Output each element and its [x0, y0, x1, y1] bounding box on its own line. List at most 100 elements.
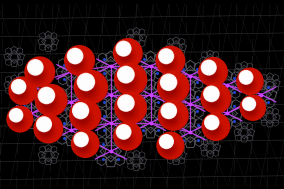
Circle shape	[11, 110, 21, 121]
Circle shape	[81, 139, 83, 141]
Circle shape	[124, 132, 125, 133]
Circle shape	[206, 88, 218, 100]
Circle shape	[40, 89, 53, 102]
Circle shape	[32, 64, 40, 72]
Circle shape	[206, 70, 215, 79]
Circle shape	[159, 134, 184, 159]
Circle shape	[38, 87, 55, 104]
Circle shape	[123, 100, 130, 107]
Circle shape	[126, 103, 128, 105]
Circle shape	[10, 83, 31, 103]
Circle shape	[212, 122, 213, 124]
Circle shape	[120, 68, 132, 81]
Circle shape	[12, 85, 28, 101]
Circle shape	[160, 51, 172, 62]
Circle shape	[122, 47, 126, 52]
Circle shape	[9, 109, 23, 122]
Circle shape	[10, 109, 22, 121]
Circle shape	[239, 70, 263, 94]
Circle shape	[78, 136, 85, 144]
Circle shape	[76, 134, 87, 145]
Circle shape	[26, 63, 48, 85]
Circle shape	[121, 103, 135, 118]
Circle shape	[118, 43, 130, 55]
Circle shape	[38, 87, 67, 116]
Circle shape	[125, 73, 128, 77]
Circle shape	[39, 88, 54, 103]
Circle shape	[67, 48, 95, 75]
Circle shape	[165, 79, 173, 86]
Circle shape	[168, 110, 171, 113]
Circle shape	[243, 75, 249, 81]
Circle shape	[83, 85, 93, 95]
Circle shape	[14, 82, 24, 92]
Circle shape	[14, 118, 22, 125]
Circle shape	[39, 125, 52, 137]
Circle shape	[65, 46, 94, 75]
Circle shape	[208, 67, 211, 70]
Circle shape	[205, 87, 218, 101]
Circle shape	[202, 90, 224, 112]
Circle shape	[119, 49, 132, 62]
Circle shape	[121, 129, 127, 136]
Circle shape	[118, 66, 134, 83]
Circle shape	[202, 66, 219, 83]
Circle shape	[30, 63, 41, 73]
Circle shape	[207, 66, 212, 70]
Circle shape	[78, 74, 94, 90]
Circle shape	[160, 74, 177, 90]
Circle shape	[74, 132, 99, 157]
Circle shape	[118, 66, 147, 95]
Circle shape	[70, 57, 83, 70]
Circle shape	[245, 104, 256, 115]
Circle shape	[204, 86, 219, 101]
Circle shape	[199, 58, 227, 86]
Circle shape	[39, 94, 58, 112]
Circle shape	[163, 105, 175, 117]
Circle shape	[162, 142, 174, 154]
Circle shape	[114, 122, 142, 150]
Circle shape	[164, 106, 174, 116]
Circle shape	[83, 80, 89, 85]
Circle shape	[70, 100, 101, 131]
Circle shape	[75, 133, 87, 146]
Circle shape	[208, 91, 215, 98]
Circle shape	[42, 122, 47, 127]
Circle shape	[164, 78, 174, 87]
Circle shape	[157, 132, 184, 159]
Circle shape	[73, 103, 89, 119]
Circle shape	[40, 120, 49, 129]
Circle shape	[121, 46, 127, 52]
Circle shape	[76, 77, 100, 102]
Circle shape	[14, 87, 26, 99]
Circle shape	[33, 65, 38, 70]
Circle shape	[202, 61, 215, 74]
Circle shape	[80, 139, 83, 142]
Circle shape	[75, 105, 87, 117]
Circle shape	[118, 73, 137, 92]
Circle shape	[41, 96, 55, 110]
Circle shape	[159, 54, 176, 71]
Circle shape	[43, 92, 51, 100]
Circle shape	[120, 128, 128, 136]
Circle shape	[28, 59, 55, 87]
Circle shape	[71, 52, 80, 61]
Circle shape	[34, 66, 37, 70]
Circle shape	[243, 74, 250, 81]
Circle shape	[167, 109, 172, 114]
Circle shape	[209, 96, 218, 105]
Circle shape	[121, 98, 131, 109]
Circle shape	[73, 136, 93, 156]
Circle shape	[248, 103, 251, 106]
Circle shape	[163, 53, 170, 60]
Circle shape	[160, 136, 173, 148]
Circle shape	[124, 72, 129, 78]
Circle shape	[79, 138, 84, 142]
Circle shape	[210, 93, 214, 96]
Circle shape	[118, 126, 130, 138]
Circle shape	[160, 50, 173, 63]
Circle shape	[119, 127, 129, 137]
Circle shape	[123, 48, 125, 50]
Circle shape	[67, 48, 83, 64]
Circle shape	[201, 60, 216, 75]
